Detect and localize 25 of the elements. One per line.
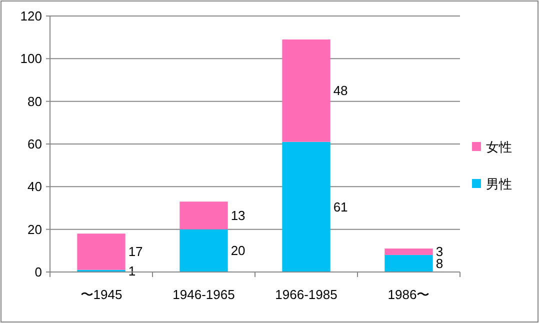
y-tick-label: 0 — [34, 264, 42, 280]
legend-label: 女性 — [486, 140, 512, 154]
x-tick-label: 1966-1985 — [275, 287, 338, 302]
y-tick-label: 60 — [28, 136, 42, 152]
data-label: 13 — [230, 208, 246, 223]
x-tick-label: 〜1945 — [80, 287, 122, 302]
data-label: 48 — [333, 83, 348, 98]
bar — [180, 202, 228, 230]
y-tick-label: 20 — [28, 222, 42, 237]
data-label: 20 — [230, 243, 246, 258]
y-tick-label: 100 — [20, 51, 42, 66]
y-tick-label: 120 — [20, 8, 42, 24]
bar — [384, 254, 433, 272]
bar — [180, 229, 228, 272]
bar — [384, 248, 433, 255]
bar — [282, 142, 330, 272]
y-tick-label: 40 — [28, 179, 42, 194]
x-tick-label: 1986〜 — [388, 287, 430, 302]
bar — [282, 39, 330, 142]
x-tick-label: 1946-1965 — [172, 287, 235, 302]
y-tick-label: 80 — [28, 94, 42, 109]
legend-label: 男性 — [486, 176, 512, 192]
data-label: 17 — [128, 244, 143, 260]
bar — [77, 234, 126, 270]
data-label: 61 — [333, 199, 348, 214]
